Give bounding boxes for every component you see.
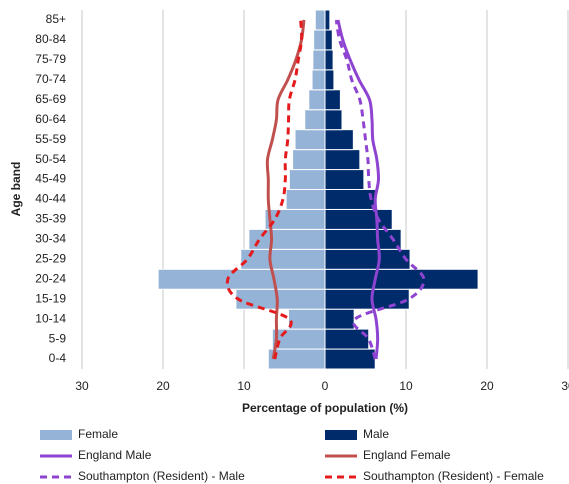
- y-tick-label: 15-19: [35, 291, 66, 305]
- bar: [324, 348, 376, 370]
- legend-swatch: [40, 430, 72, 440]
- legend-label: England Male: [78, 448, 152, 462]
- bar: [312, 49, 326, 71]
- y-tick-label: 20-24: [35, 271, 66, 285]
- y-tick-label: 70-74: [35, 72, 66, 86]
- line: [225, 19, 304, 360]
- legend-label: England Female: [363, 448, 451, 462]
- y-tick-label: 50-54: [35, 152, 66, 166]
- bar: [288, 169, 326, 191]
- x-axis-title: Percentage of population (%): [242, 401, 408, 415]
- bar: [324, 69, 335, 91]
- x-tick-label: 20: [156, 379, 170, 393]
- y-tick-label: 85+: [46, 12, 66, 26]
- x-tick-label: 20: [480, 379, 494, 393]
- y-tick-label: 5-9: [49, 331, 67, 345]
- y-tick-label: 75-79: [35, 52, 66, 66]
- y-tick-label: 25-29: [35, 251, 66, 265]
- bar: [324, 9, 331, 31]
- bar: [324, 169, 365, 191]
- bar: [324, 208, 393, 230]
- bar: [267, 348, 326, 370]
- bar: [324, 29, 333, 51]
- bar: [311, 69, 326, 91]
- y-tick-label: 40-44: [35, 192, 66, 206]
- legend-label: Southampton (Resident) - Female: [363, 469, 544, 483]
- y-tick-label: 65-69: [35, 92, 66, 106]
- bar: [288, 308, 326, 330]
- y-tick-label: 80-84: [35, 32, 66, 46]
- line: [334, 19, 426, 360]
- bar: [324, 129, 354, 151]
- bar: [324, 248, 411, 270]
- bar: [235, 288, 326, 310]
- bar: [313, 29, 326, 51]
- legend-label: Male: [363, 427, 389, 441]
- bar: [324, 228, 402, 250]
- y-tick-label: 55-59: [35, 132, 66, 146]
- y-tick-label: 0-4: [49, 351, 67, 365]
- bar: [292, 149, 326, 171]
- bar: [304, 109, 326, 131]
- y-tick-label: 10-14: [35, 311, 66, 325]
- x-tick-label: 30: [75, 379, 89, 393]
- y-tick-label: 30-34: [35, 232, 66, 246]
- line: [265, 19, 306, 360]
- bar: [157, 268, 326, 290]
- bar: [324, 268, 479, 290]
- legend-label: Southampton (Resident) - Male: [78, 469, 245, 483]
- bar: [324, 149, 361, 171]
- y-tick-label: 35-39: [35, 212, 66, 226]
- bar: [324, 49, 334, 71]
- y-axis-title: Age band: [9, 162, 23, 217]
- x-tick-label: 10: [399, 379, 413, 393]
- bar: [308, 89, 326, 111]
- line: [336, 19, 381, 360]
- x-tick-label: 0: [322, 379, 329, 393]
- bar: [324, 89, 341, 111]
- bar: [324, 308, 355, 330]
- bar: [294, 129, 326, 151]
- bar: [285, 189, 326, 210]
- bar: [314, 9, 326, 31]
- bar: [324, 109, 343, 131]
- bar: [248, 228, 326, 250]
- x-tick-label: 10: [237, 379, 251, 393]
- bar: [271, 328, 326, 350]
- legend-label: Female: [78, 427, 118, 441]
- y-tick-label: 60-64: [35, 112, 66, 126]
- legend-swatch: [325, 430, 357, 440]
- bar: [324, 288, 410, 310]
- bar: [324, 189, 378, 210]
- bar: [264, 208, 326, 230]
- y-tick-label: 45-49: [35, 172, 66, 186]
- x-tick-label: 30: [561, 379, 569, 393]
